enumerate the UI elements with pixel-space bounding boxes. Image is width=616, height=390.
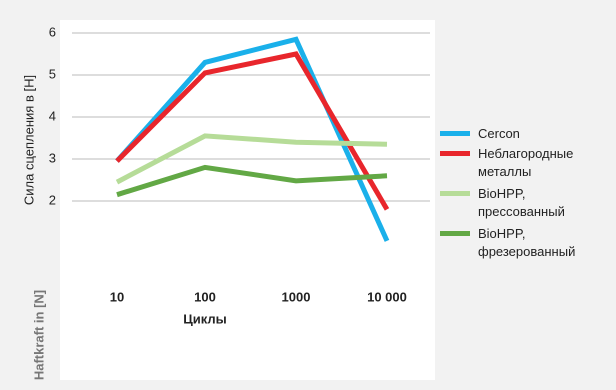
legend-label: Cercon <box>478 126 520 141</box>
series-line <box>115 51 390 211</box>
y-tick-label: 5 <box>49 66 56 81</box>
legend-label: Неблагородные металлы <box>478 146 574 179</box>
legend-item: BioHPP, фрезерованный <box>440 225 603 261</box>
x-tick-label: 1000 <box>282 289 311 304</box>
y-tick-label: 2 <box>49 192 56 207</box>
series-line <box>115 36 390 242</box>
x-tick-label: 10 000 <box>367 289 407 304</box>
legend-item: Неблагородные металлы <box>440 145 603 181</box>
legend-label: BioHPP, фрезерованный <box>478 226 576 259</box>
legend-swatch <box>440 151 470 156</box>
y-tick-label: 6 <box>49 24 56 39</box>
legend-item: BioHPP, прессованный <box>440 185 603 221</box>
y-axis-label: Сила сцепления в [H] <box>21 75 36 205</box>
x-tick-label: 10 <box>110 289 124 304</box>
y-tick-label: 3 <box>49 150 56 165</box>
x-axis-label: Циклы <box>183 311 227 326</box>
y-tick-label: 4 <box>49 108 56 123</box>
series-line <box>115 133 388 185</box>
x-tick-label: 100 <box>194 289 216 304</box>
legend-item: Cercon <box>440 125 603 143</box>
legend-swatch <box>440 231 470 236</box>
legend-swatch <box>440 191 470 196</box>
legend-label: BioHPP, прессованный <box>478 186 565 219</box>
series-line <box>116 164 388 198</box>
ghost-y-axis-label: Haftkraft in [N] <box>31 290 46 380</box>
plot-area <box>60 20 435 380</box>
legend-swatch <box>440 131 470 136</box>
